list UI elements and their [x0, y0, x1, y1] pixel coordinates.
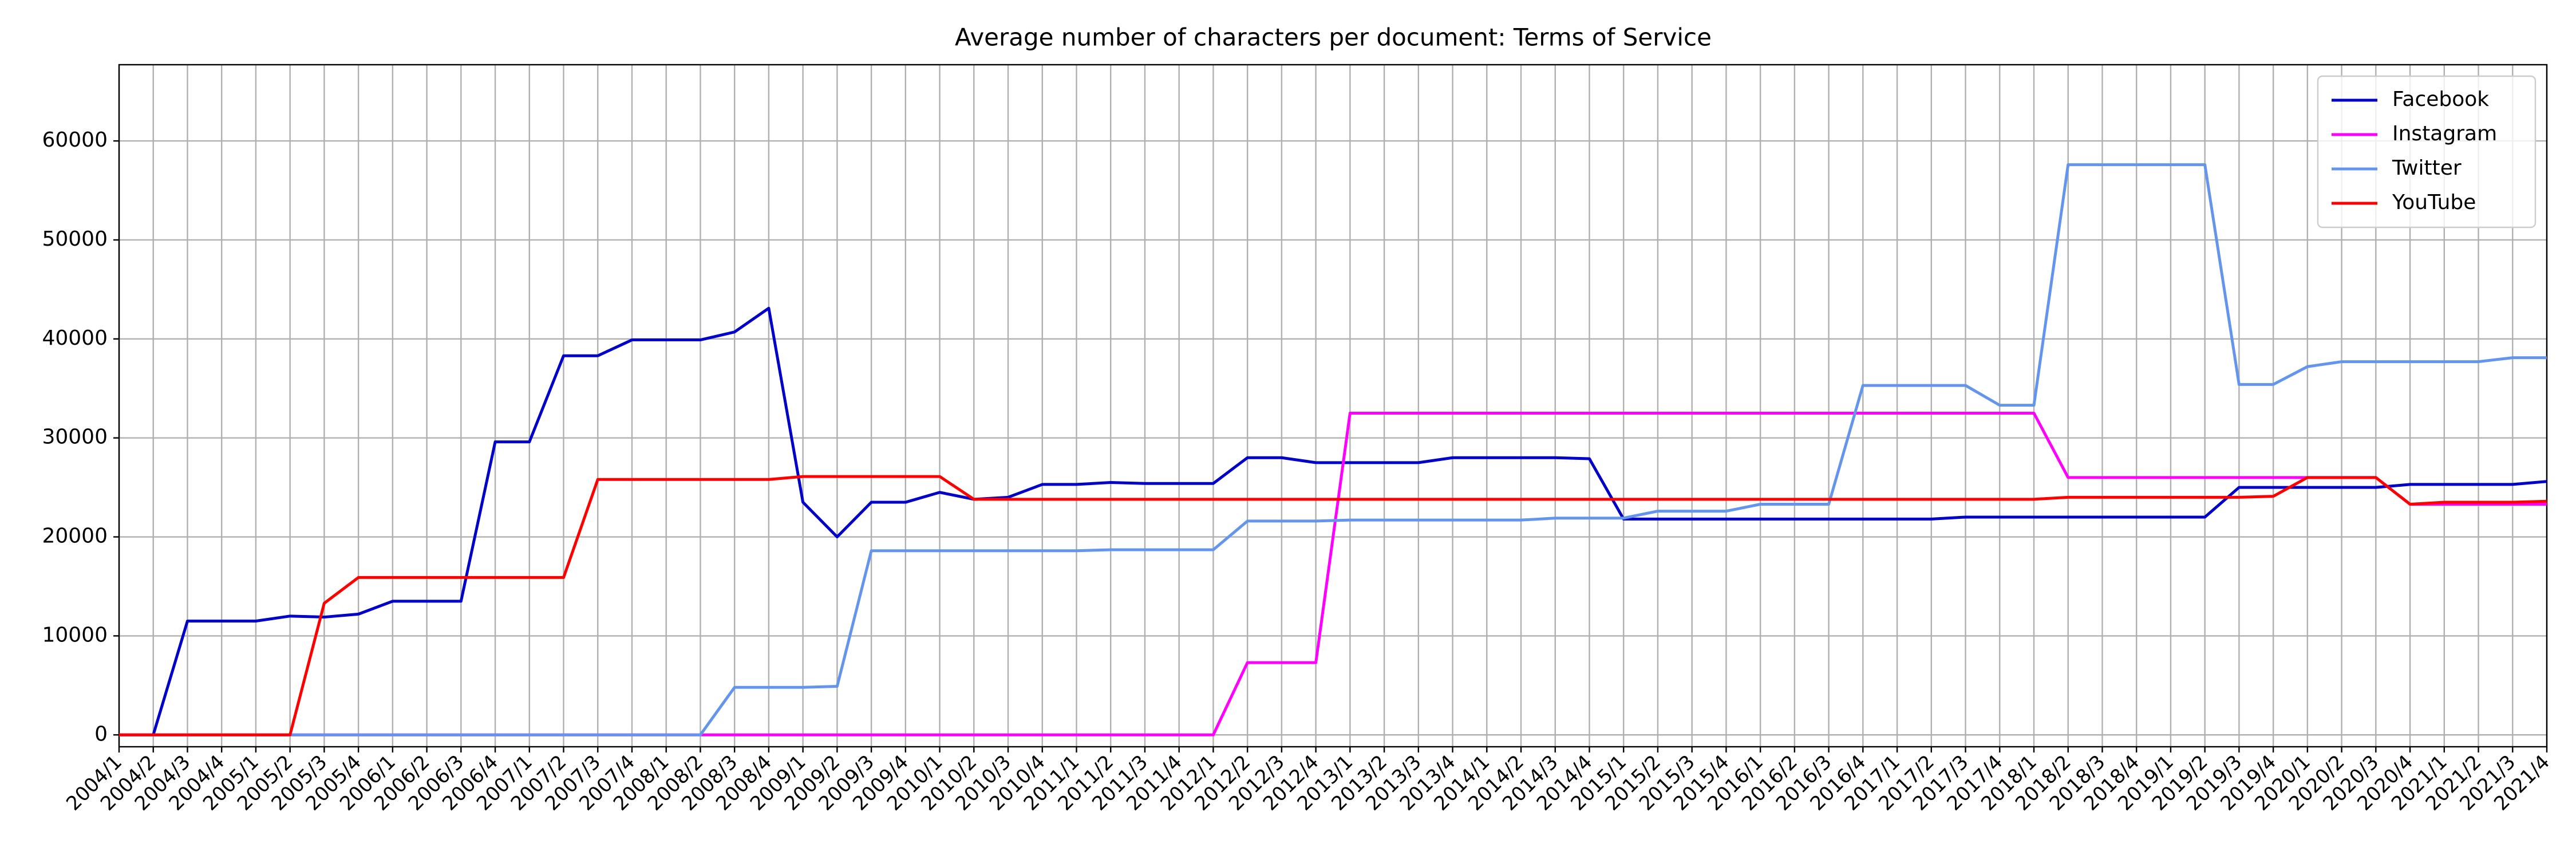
legend-label: Twitter: [2392, 156, 2462, 180]
series-line: [119, 306, 2547, 736]
y-tick-label: 40000: [42, 326, 108, 350]
plot-frame: [118, 64, 2548, 748]
y-tick-label: 50000: [42, 227, 108, 251]
chart-title: Average number of characters per documen…: [955, 23, 1712, 52]
y-tick-label: 10000: [42, 623, 108, 647]
legend-label: Facebook: [2392, 88, 2489, 111]
y-tick-label: 0: [94, 722, 108, 746]
legend-box: [2317, 75, 2537, 228]
y-tick-label: 60000: [42, 128, 108, 152]
y-tick-label: 30000: [42, 425, 108, 449]
legend-label: YouTube: [2392, 191, 2476, 214]
legend-label: Instagram: [2392, 122, 2497, 145]
y-tick-label: 20000: [42, 525, 108, 548]
series-line: [119, 163, 2547, 736]
series-line: [119, 475, 2547, 736]
